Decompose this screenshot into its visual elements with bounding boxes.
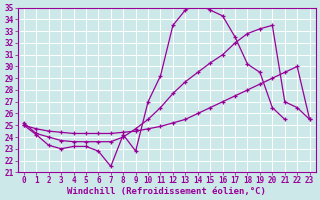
X-axis label: Windchill (Refroidissement éolien,°C): Windchill (Refroidissement éolien,°C) — [67, 187, 266, 196]
